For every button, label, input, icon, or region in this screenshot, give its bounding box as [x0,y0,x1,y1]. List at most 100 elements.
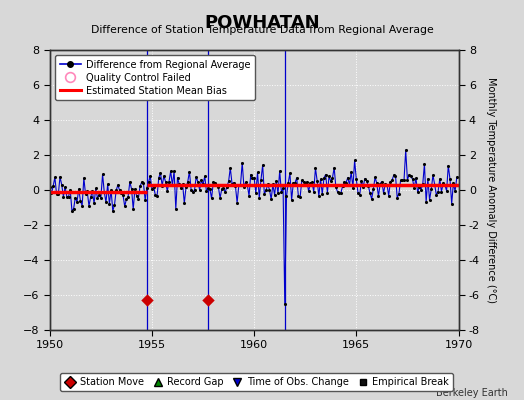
Point [385,192,393,199]
Point [269,181,277,188]
Point [149,184,158,190]
Point [119,192,127,198]
Point [301,180,309,186]
Point [194,179,202,185]
Point [96,195,105,201]
Point [100,189,108,196]
Point [262,187,270,194]
Point [76,198,84,204]
Point [427,186,435,192]
Point [371,174,379,180]
Point [260,191,268,197]
Point [88,188,96,194]
Point [146,173,155,180]
Point [304,188,313,194]
Point [74,186,83,192]
Point [318,191,326,197]
Point [337,189,345,196]
Point [115,187,124,194]
Point [86,194,95,200]
Point [133,193,141,199]
Point [435,176,444,182]
Point [102,199,110,206]
Point [93,195,102,201]
Point [117,190,125,196]
Point [158,182,166,189]
Point [185,168,193,175]
Point [272,178,280,184]
Point [107,187,115,193]
Point [279,185,287,191]
Point [110,202,118,208]
Point [376,180,384,187]
Point [441,182,449,188]
Point [447,200,456,207]
Point [429,172,437,178]
Point [408,176,417,182]
Point [292,175,301,181]
Point [430,181,439,188]
Text: Berkeley Earth: Berkeley Earth [436,388,508,398]
Point [308,179,316,186]
Point [330,165,339,171]
Point [316,176,325,182]
Point [141,197,149,203]
Point [161,179,170,185]
Point [407,173,415,180]
Point [83,188,91,195]
Point [197,177,205,184]
Point [395,190,403,197]
Point [354,190,362,196]
Point [400,177,408,184]
Point [373,180,381,186]
Point [78,202,86,209]
Point [369,186,377,192]
Text: POWHATAN: POWHATAN [204,14,320,32]
Point [239,184,248,190]
Point [81,191,90,198]
Point [195,187,204,193]
Point [126,179,134,185]
Point [398,177,407,184]
Point [121,203,129,210]
Point [173,174,182,181]
Point [112,187,121,194]
Point [284,180,292,186]
Point [212,182,221,188]
Point [130,186,139,192]
Point [413,189,422,195]
Point [282,193,291,200]
Point [92,185,100,192]
Point [242,179,250,186]
Point [434,188,442,195]
Point [362,178,370,184]
Point [347,169,355,175]
Point [204,297,212,304]
Point [190,186,199,193]
Point [352,176,361,183]
Point [355,192,364,198]
Point [85,203,93,209]
Point [306,180,314,186]
Point [287,196,296,203]
Point [59,194,68,200]
Point [64,193,73,200]
Point [95,192,103,198]
Point [332,184,340,190]
Point [211,180,219,186]
Point [129,206,137,212]
Point [310,188,318,195]
Point [383,181,391,188]
Point [216,195,224,201]
Point [339,183,347,189]
Point [444,162,452,169]
Point [311,165,320,171]
Point [401,147,410,153]
Point [230,180,238,186]
Point [277,189,286,196]
Point [391,172,400,179]
Point [280,300,289,307]
Point [68,207,76,214]
Point [228,180,236,187]
Point [202,188,211,195]
